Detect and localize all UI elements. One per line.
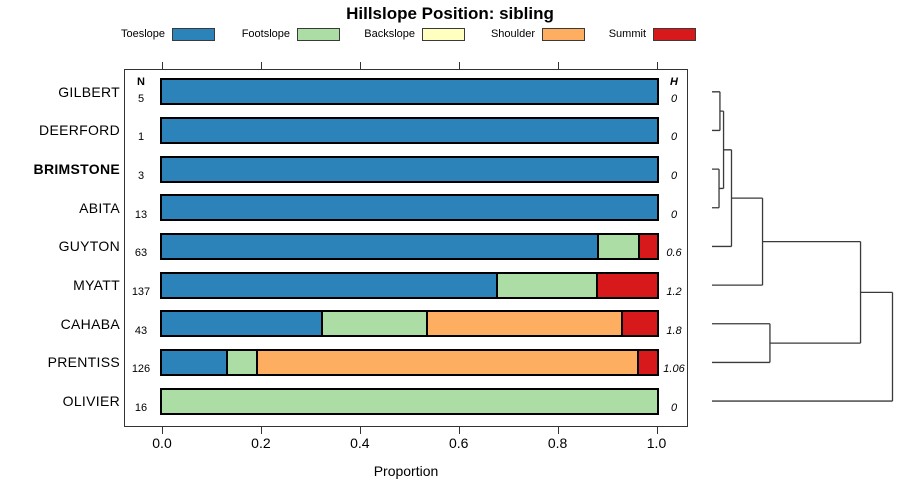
x-axis-tick-top [458, 62, 460, 69]
x-axis-tick-label: 0.8 [547, 435, 568, 451]
x-axis-title: Proportion [373, 463, 439, 479]
n-value-gilbert: 5 [137, 92, 145, 105]
row-label-gilbert: GILBERT [58, 83, 120, 100]
x-axis-tick-top [162, 62, 163, 69]
row-label-guyton: GUYTON [58, 238, 120, 255]
h-value-myatt: 1.2 [666, 286, 682, 299]
x-axis-tick-label: 0.6 [448, 435, 469, 451]
legend: Toeslope Footslope Backslope Shoulder Summit [0, 0, 900, 46]
row-label-brimstone: BRIMSTONE [33, 161, 120, 178]
h-value-prentiss: 1.06 [663, 363, 685, 376]
n-value-brimstone: 3 [137, 170, 145, 183]
x-axis-tick-bottom [260, 427, 262, 434]
bar-segment-toeslope [162, 312, 321, 336]
bar-segment-shoulder [425, 312, 621, 336]
legend-swatch-summit [653, 28, 696, 41]
x-axis-tick-bottom [458, 427, 460, 434]
h-value-guyton: 0.6 [666, 247, 682, 260]
legend-swatch-shoulder [542, 28, 585, 41]
bar-segment-shoulder [256, 350, 638, 374]
n-column-header: N [137, 76, 145, 88]
x-axis-tick-bottom [359, 427, 361, 434]
n-value-olivier: 16 [134, 402, 148, 415]
row-label-olivier: OLIVIER [62, 393, 120, 410]
legend-swatch-footslope [297, 28, 340, 41]
legend-label-summit: Summit [608, 28, 646, 40]
row-label-myatt: MYATT [73, 277, 120, 294]
x-axis-tick-bottom [162, 427, 163, 434]
bar-segment-summit [637, 234, 657, 258]
h-value-gilbert: 0 [670, 92, 678, 105]
h-column-header: H [670, 76, 678, 88]
n-value-myatt: 137 [131, 286, 151, 299]
bar-guyton [160, 232, 659, 260]
bar-prentiss [160, 348, 659, 376]
bar-myatt [160, 271, 659, 299]
x-axis-tick-label: 0.0 [152, 435, 172, 451]
x-axis-tick-bottom [656, 427, 658, 434]
bar-segment-footslope [226, 350, 257, 374]
legend-label-backslope: Backslope [364, 28, 415, 40]
legend-label-shoulder: Shoulder [490, 28, 535, 40]
n-value-cahaba: 43 [134, 324, 148, 337]
h-value-cahaba: 1.8 [666, 324, 682, 337]
bar-segment-toeslope [162, 273, 496, 297]
x-axis-tick-label: 0.4 [350, 435, 370, 451]
chart-title: Hillslope Position: sibling [346, 4, 554, 23]
h-value-brimstone: 0 [670, 170, 678, 183]
bar-abita [160, 194, 659, 222]
bar-segment-footslope [596, 234, 638, 258]
x-axis-tick-top [260, 62, 262, 69]
h-value-abita: 0 [670, 208, 678, 221]
n-value-abita: 13 [134, 208, 148, 221]
x-axis-tick-bottom [557, 427, 559, 434]
bar-segment-footslope [162, 389, 657, 413]
bar-segment-toeslope [162, 118, 657, 142]
bar-segment-summit [637, 350, 657, 374]
legend-swatch-backslope [422, 28, 465, 41]
n-value-deerford: 1 [137, 131, 145, 144]
bar-segment-footslope [320, 312, 426, 336]
bar-segment-toeslope [162, 350, 227, 374]
bar-segment-summit [620, 312, 657, 336]
h-value-olivier: 0 [670, 402, 678, 415]
bar-segment-summit [596, 273, 657, 297]
row-label-cahaba: CAHABA [60, 315, 120, 332]
h-value-deerford: 0 [670, 131, 678, 144]
bar-cahaba [160, 310, 659, 338]
row-label-prentiss: PRENTISS [47, 354, 120, 371]
bar-segment-toeslope [162, 157, 657, 181]
bar-brimstone [160, 155, 659, 183]
x-axis-tick-top [656, 62, 658, 69]
legend-label-toeslope: Toeslope [120, 28, 165, 40]
bar-olivier [160, 387, 659, 415]
x-axis-tick-label: 0.2 [251, 435, 271, 451]
n-value-prentiss: 126 [131, 363, 151, 376]
bar-segment-toeslope [162, 196, 657, 220]
legend-swatch-toeslope [172, 28, 215, 41]
row-label-deerford: DEERFORD [39, 122, 120, 139]
x-axis-tick-label: 1.0 [646, 435, 667, 451]
plot-area-border [124, 69, 688, 427]
x-axis-tick-top [359, 62, 361, 69]
n-value-guyton: 63 [134, 247, 148, 260]
bar-segment-footslope [495, 273, 597, 297]
bar-gilbert [160, 78, 659, 106]
legend-label-footslope: Footslope [241, 28, 290, 40]
bar-deerford [160, 116, 659, 144]
bar-segment-toeslope [162, 234, 597, 258]
x-axis-tick-top [557, 62, 559, 69]
bar-segment-toeslope [162, 80, 657, 104]
row-label-abita: ABITA [79, 199, 120, 216]
